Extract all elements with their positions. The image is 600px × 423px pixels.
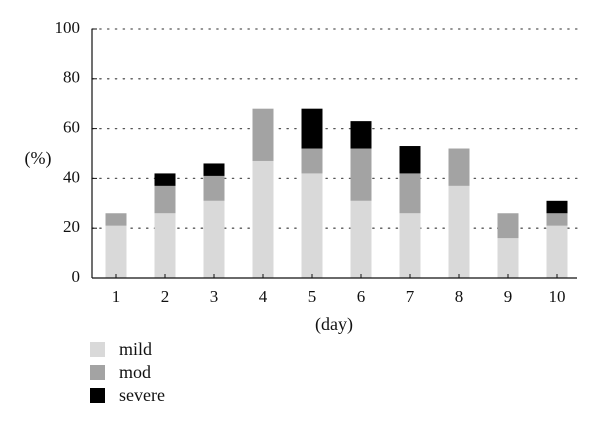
bar-segment-mild bbox=[105, 225, 127, 278]
bar-segment-severe bbox=[350, 121, 372, 149]
x-tick-label: 4 bbox=[259, 287, 268, 306]
bar-segment-mod bbox=[399, 173, 421, 214]
y-tick-label: 80 bbox=[63, 68, 80, 87]
bar-segment-severe bbox=[301, 108, 323, 149]
bar-segment-severe bbox=[203, 163, 225, 176]
legend-swatch bbox=[90, 388, 105, 403]
bar-segment-mod bbox=[546, 213, 568, 226]
bar-segment-mod bbox=[154, 185, 176, 214]
grid-lines bbox=[91, 28, 578, 229]
bar-segment-mod bbox=[252, 108, 274, 161]
legend-swatch bbox=[90, 365, 105, 380]
legend-swatch bbox=[90, 342, 105, 357]
bar-segment-mod bbox=[203, 175, 225, 201]
legend-item-mod: mod bbox=[90, 361, 165, 384]
bar-segment-mild bbox=[203, 200, 225, 278]
x-tick-label: 9 bbox=[504, 287, 513, 306]
tick-labels: 0 20 40 60 80 100 1 2 3 4 5 6 7 8 9 10 bbox=[55, 18, 566, 306]
x-axis-label: (day) bbox=[315, 314, 353, 335]
bar-segment-mild bbox=[350, 200, 372, 278]
x-tick-label: 2 bbox=[161, 287, 170, 306]
bar-segment-mild bbox=[497, 238, 519, 278]
bar-segment-mild bbox=[399, 213, 421, 278]
x-tick-label: 10 bbox=[549, 287, 566, 306]
bar-segment-mild bbox=[448, 185, 470, 278]
y-tick-label: 0 bbox=[72, 267, 81, 286]
x-tick-label: 6 bbox=[357, 287, 366, 306]
axes bbox=[91, 28, 577, 279]
legend-item-severe: severe bbox=[90, 384, 165, 407]
legend-label: mild bbox=[119, 339, 153, 359]
y-tick-label: 100 bbox=[55, 18, 81, 37]
bar-segment-mod bbox=[105, 213, 127, 226]
bars bbox=[105, 108, 568, 278]
bar-segment-severe bbox=[546, 200, 568, 214]
y-tick-label: 40 bbox=[63, 167, 80, 186]
x-tick-label: 7 bbox=[406, 287, 415, 306]
bar-segment-severe bbox=[154, 173, 176, 186]
bar-segment-mild bbox=[546, 225, 568, 278]
bar-segment-mild bbox=[252, 160, 274, 278]
y-axis-label: (%) bbox=[25, 148, 52, 169]
y-tick-label: 60 bbox=[63, 118, 80, 137]
y-tick-label: 20 bbox=[63, 217, 80, 236]
legend-label: mod bbox=[119, 362, 152, 382]
bar-segment-mild bbox=[154, 213, 176, 278]
x-tick-label: 1 bbox=[112, 287, 121, 306]
bar-segment-mild bbox=[301, 173, 323, 278]
bar-segment-mod bbox=[448, 148, 470, 186]
x-tick-label: 8 bbox=[455, 287, 464, 306]
x-tick-label: 5 bbox=[308, 287, 317, 306]
bar-segment-mod bbox=[350, 148, 372, 201]
legend: mild mod severe bbox=[90, 338, 165, 407]
x-tick-label: 3 bbox=[210, 287, 219, 306]
bar-segment-mod bbox=[301, 148, 323, 174]
bar-segment-mod bbox=[497, 213, 519, 239]
bar-segment-severe bbox=[399, 146, 421, 174]
legend-label: severe bbox=[119, 385, 165, 405]
legend-item-mild: mild bbox=[90, 338, 165, 361]
